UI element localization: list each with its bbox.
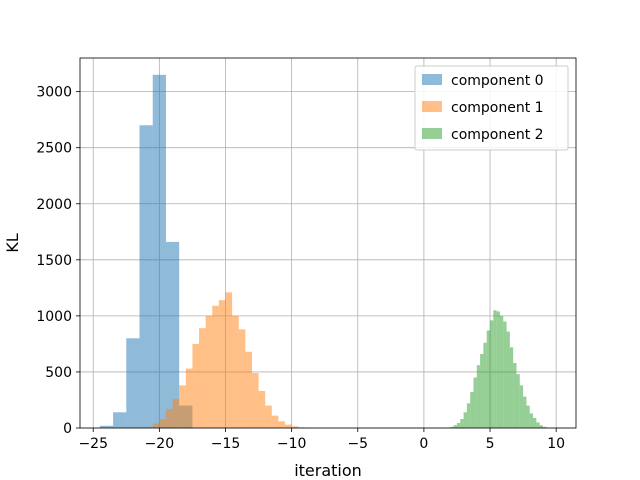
series-2-bars	[450, 310, 547, 428]
histogram-bar	[483, 342, 487, 428]
histogram-bar	[542, 426, 547, 428]
histogram-bar	[152, 74, 166, 429]
histogram-bar	[539, 425, 543, 428]
x-tick-label: 10	[547, 436, 565, 452]
histogram-bar	[139, 125, 153, 428]
y-tick-label: 0	[63, 421, 72, 437]
histogram-bar	[165, 408, 173, 428]
histogram-bar	[185, 368, 193, 428]
x-tick-label: −5	[347, 436, 368, 452]
histogram-bar	[113, 412, 127, 428]
histogram-bar	[516, 374, 520, 428]
series-0-bars	[99, 74, 193, 429]
histogram-bar	[271, 415, 279, 428]
histogram-bar	[536, 422, 540, 428]
y-tick-label: 1500	[36, 253, 72, 269]
histogram-bar	[218, 300, 226, 428]
legend-swatch	[422, 74, 442, 85]
histogram-bar	[499, 315, 504, 428]
x-tick-label: −25	[78, 436, 108, 452]
x-tick-label: 0	[419, 436, 428, 452]
histogram-bar	[480, 354, 484, 428]
legend-box	[414, 65, 569, 151]
y-tick-label: 3000	[36, 85, 72, 101]
histogram-bar	[258, 391, 266, 428]
histogram-bar	[456, 422, 461, 428]
x-tick-label: −15	[211, 436, 241, 452]
y-tick-label: 500	[45, 365, 72, 381]
histogram-bar	[533, 417, 537, 428]
x-tick-label: −20	[145, 436, 175, 452]
histogram-bar	[192, 343, 200, 428]
histogram-bar	[509, 347, 514, 428]
y-tick-label: 1000	[36, 309, 72, 325]
histogram-bar	[165, 241, 180, 428]
legend-swatch	[422, 128, 442, 139]
histogram-bar	[453, 425, 457, 428]
histogram-bar	[225, 292, 233, 428]
histogram-bar	[506, 331, 510, 428]
y-tick-label: 2000	[36, 197, 72, 213]
plot-area-frame	[79, 57, 577, 429]
histogram-bar	[503, 321, 507, 428]
histogram-bar	[205, 315, 213, 428]
histogram-bar	[152, 423, 160, 428]
legend-label: component 2	[451, 127, 544, 143]
histogram-bar	[159, 419, 166, 428]
histogram-bar	[496, 311, 500, 428]
histogram-bar	[473, 377, 477, 428]
histogram-bar	[245, 351, 252, 428]
histogram-bar	[212, 305, 219, 428]
histogram-bar	[172, 398, 180, 428]
y-axis-ticks: 0 500 1000 1500 2000 2500 3000	[36, 85, 80, 437]
histogram-bar	[493, 310, 497, 428]
y-tick-label: 2500	[36, 141, 72, 157]
histogram-bar	[463, 412, 467, 428]
legend-label: component 0	[451, 73, 544, 89]
histogram-bar	[526, 405, 530, 428]
histogram-bars	[99, 74, 547, 429]
histogram-bar	[486, 330, 491, 428]
x-axis-ticks: −25 −20 −15 −10 −5 0 5 10	[78, 428, 565, 452]
x-tick-label: −10	[277, 436, 307, 452]
histogram-bar	[265, 405, 272, 428]
histogram-bar	[476, 365, 481, 428]
x-axis-label: iteration	[294, 461, 362, 480]
x-tick-label: 5	[486, 436, 495, 452]
histogram-bar	[251, 373, 259, 428]
histogram-bar	[232, 315, 239, 428]
histogram-bar	[285, 424, 292, 428]
histogram-bar	[529, 413, 534, 428]
y-axis-label: KL	[3, 233, 22, 252]
histogram-bar	[460, 419, 464, 428]
series-1-bars	[146, 292, 312, 428]
histogram-bar	[490, 320, 494, 428]
legend: component 0 component 1 component 2	[414, 65, 569, 151]
histogram-bar	[450, 426, 454, 428]
histogram-bar	[238, 329, 246, 428]
legend-label: component 1	[451, 100, 544, 116]
histogram-bar	[523, 396, 527, 428]
histogram-bar	[513, 362, 517, 428]
histogram-bar	[99, 425, 114, 428]
histogram-bar	[466, 403, 471, 428]
histogram-bar	[291, 426, 299, 428]
histogram-bar	[179, 385, 186, 428]
histogram-bar	[126, 338, 140, 428]
legend-swatch	[422, 101, 442, 112]
histogram-bar	[278, 421, 286, 428]
histogram-bar	[199, 328, 206, 428]
histogram-bar	[470, 392, 474, 428]
histogram-bar	[519, 385, 524, 428]
histogram-bar	[146, 426, 153, 428]
